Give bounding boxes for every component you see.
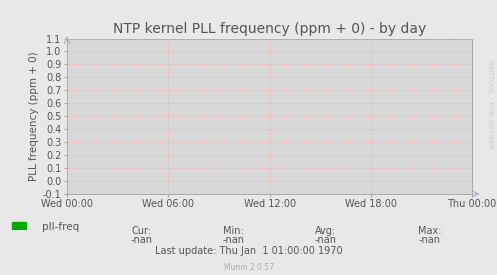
Text: -nan: -nan — [131, 235, 153, 245]
Text: -nan: -nan — [315, 235, 336, 245]
Text: Cur:: Cur: — [132, 226, 152, 236]
Title: NTP kernel PLL frequency (ppm + 0) - by day: NTP kernel PLL frequency (ppm + 0) - by … — [113, 22, 426, 36]
Text: Min:: Min: — [223, 226, 244, 236]
Text: Avg:: Avg: — [315, 226, 336, 236]
Text: Last update: Thu Jan  1 01:00:00 1970: Last update: Thu Jan 1 01:00:00 1970 — [155, 246, 342, 255]
Y-axis label: PLL frequency (ppm + 0): PLL frequency (ppm + 0) — [29, 51, 39, 181]
Text: RRDTOOL / TOBI OETIKER: RRDTOOL / TOBI OETIKER — [487, 60, 493, 149]
Bar — [12, 222, 26, 229]
Text: -nan: -nan — [419, 235, 441, 245]
Text: Munin 2.0.57: Munin 2.0.57 — [224, 263, 273, 272]
Text: -nan: -nan — [223, 235, 245, 245]
Text: Max:: Max: — [418, 226, 442, 236]
Text: pll-freq: pll-freq — [42, 222, 80, 232]
